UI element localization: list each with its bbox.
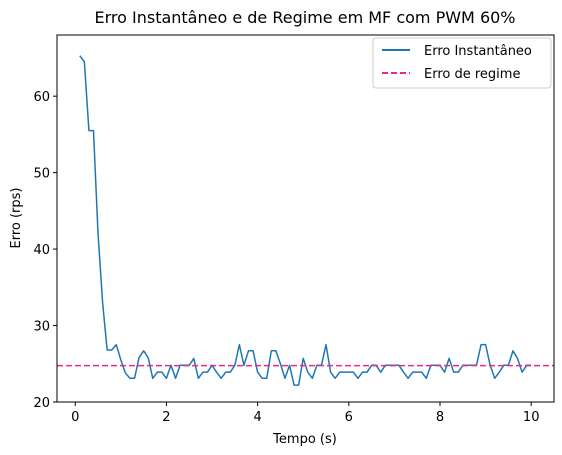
plot-area xyxy=(57,55,554,386)
legend-box xyxy=(372,37,552,89)
y-tick-label: 50 xyxy=(33,167,50,182)
y-tick-label: 30 xyxy=(33,320,50,335)
x-tick-label: 4 xyxy=(253,410,261,425)
x-tick-label: 0 xyxy=(71,410,79,425)
y-tick-label: 60 xyxy=(33,90,50,105)
x-tick-label: 2 xyxy=(162,410,170,425)
x-tick-label: 6 xyxy=(345,410,353,425)
legend: Erro Instantâneo Erro de regime xyxy=(372,37,552,89)
y-axis: 20 30 40 50 60 xyxy=(33,90,57,411)
x-axis-label: Tempo (s) xyxy=(272,432,337,447)
y-tick-label: 40 xyxy=(33,243,50,258)
y-axis-label: Erro (rps) xyxy=(9,188,24,249)
legend-label-erro-de-regime: Erro de regime xyxy=(424,67,520,82)
axes-frame xyxy=(56,34,555,403)
x-tick-label: 8 xyxy=(436,410,444,425)
x-axis: 0 2 4 6 8 10 xyxy=(71,402,539,425)
x-tick-label: 10 xyxy=(523,410,540,425)
y-tick-label: 20 xyxy=(33,396,50,411)
chart-title: Erro Instantâneo e de Regime em MF com P… xyxy=(94,8,515,27)
legend-label-erro-instantaneo: Erro Instantâneo xyxy=(424,44,532,59)
